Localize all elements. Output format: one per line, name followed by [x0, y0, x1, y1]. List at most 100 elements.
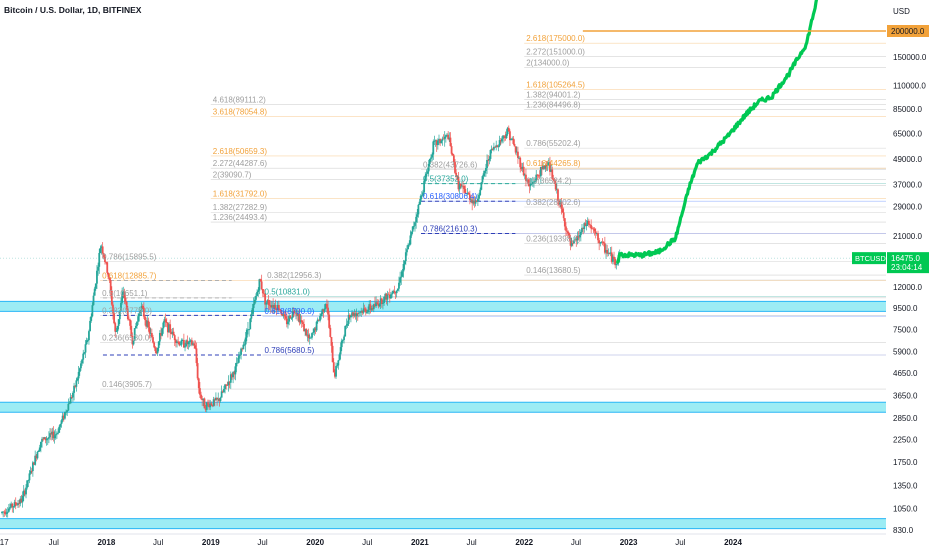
- fib-label-5-1: 2.618(175000.0): [526, 34, 585, 43]
- candle: [264, 290, 267, 312]
- candle: [257, 287, 260, 297]
- time-axis[interactable]: 017 Jul 2018 Jul 2019 Jul 2020 Jul 2021 Jul 2022 Ju…: [0, 533, 932, 550]
- candle: [56, 431, 58, 439]
- candle: [166, 322, 169, 338]
- candle: [361, 310, 364, 315]
- candle: [165, 317, 168, 328]
- fib-label-0-1: 0.618(12885.7): [102, 271, 157, 280]
- candle: [614, 257, 617, 269]
- candle: [404, 248, 407, 266]
- candle: [100, 244, 103, 255]
- candle: [487, 155, 490, 167]
- candle: [179, 341, 182, 346]
- fib-label-5-2: 2.272(151000.0): [526, 48, 585, 57]
- candle: [448, 132, 451, 142]
- candle: [213, 397, 216, 407]
- candle: [194, 340, 197, 350]
- candle: [152, 334, 154, 344]
- candle: [51, 427, 54, 440]
- candle: [252, 297, 255, 316]
- candle: [570, 237, 573, 248]
- candle: [419, 194, 422, 205]
- candle: [424, 172, 427, 184]
- candle: [107, 272, 110, 279]
- time-tick-1: Jul: [49, 538, 59, 547]
- candle: [420, 191, 423, 200]
- candle: [443, 131, 446, 147]
- candle: [42, 436, 45, 442]
- candle: [60, 419, 63, 428]
- candle: [345, 318, 348, 330]
- candle: [441, 136, 444, 146]
- candle: [115, 327, 118, 333]
- candle: [234, 362, 237, 381]
- candle: [124, 295, 127, 305]
- candle: [436, 138, 439, 150]
- candle: [185, 339, 188, 348]
- candle: [141, 304, 144, 309]
- candle: [544, 163, 547, 172]
- candle: [36, 450, 39, 460]
- candle: [23, 488, 26, 497]
- candle: [153, 341, 156, 349]
- fib-label-5-10: 0.382(28902.6): [526, 198, 581, 207]
- candle: [395, 290, 398, 298]
- candle: [569, 235, 572, 251]
- candle: [101, 242, 104, 259]
- candle: [172, 327, 175, 336]
- candle: [28, 469, 31, 484]
- candle: [538, 170, 541, 179]
- candle: [288, 312, 291, 326]
- candle: [50, 428, 53, 441]
- price-axis[interactable]: USD 150000.0 110000.0 85000.0 65000.0 49000.…: [886, 0, 932, 550]
- candle: [514, 146, 517, 155]
- candle: [289, 314, 292, 319]
- candle: [347, 309, 350, 326]
- candle: [415, 212, 418, 229]
- candle: [241, 347, 244, 352]
- candle: [170, 328, 173, 335]
- candle: [493, 142, 495, 152]
- candle: [128, 316, 130, 321]
- candle: [260, 274, 263, 291]
- candle: [120, 298, 122, 312]
- candle: [34, 450, 37, 466]
- candle: [370, 305, 373, 312]
- fib-label-5-5: 1.382(94001.2): [526, 91, 581, 100]
- candle: [466, 188, 469, 196]
- candle: [131, 332, 134, 349]
- candle: [465, 192, 468, 195]
- candle: [431, 152, 434, 161]
- candle: [560, 198, 563, 215]
- price-axis-background: [886, 0, 932, 550]
- candle: [199, 381, 201, 398]
- fib-label-5-6: 1.236(84496.8): [526, 100, 581, 109]
- time-axis-background: [0, 534, 932, 550]
- candle: [158, 330, 161, 346]
- last-price-value: 16475.0: [891, 254, 920, 263]
- candle: [68, 401, 71, 405]
- candle: [25, 484, 27, 499]
- candle: [171, 327, 174, 338]
- target-price-tag-text-0: 200000.0: [891, 27, 925, 36]
- candle: [84, 340, 87, 358]
- candle: [295, 308, 297, 320]
- candle: [329, 324, 332, 338]
- candle: [521, 162, 524, 173]
- candle: [438, 134, 440, 145]
- candle: [511, 136, 514, 141]
- candle: [476, 193, 479, 207]
- candle: [427, 159, 430, 177]
- candle: [561, 204, 564, 213]
- candle: [430, 154, 432, 163]
- candle: [447, 131, 450, 141]
- candle: [132, 340, 135, 346]
- candle: [182, 333, 185, 348]
- candle: [322, 308, 325, 318]
- candle: [146, 315, 149, 329]
- candle: [39, 441, 42, 453]
- candle: [589, 223, 591, 229]
- candle: [293, 309, 296, 316]
- candle: [396, 288, 399, 292]
